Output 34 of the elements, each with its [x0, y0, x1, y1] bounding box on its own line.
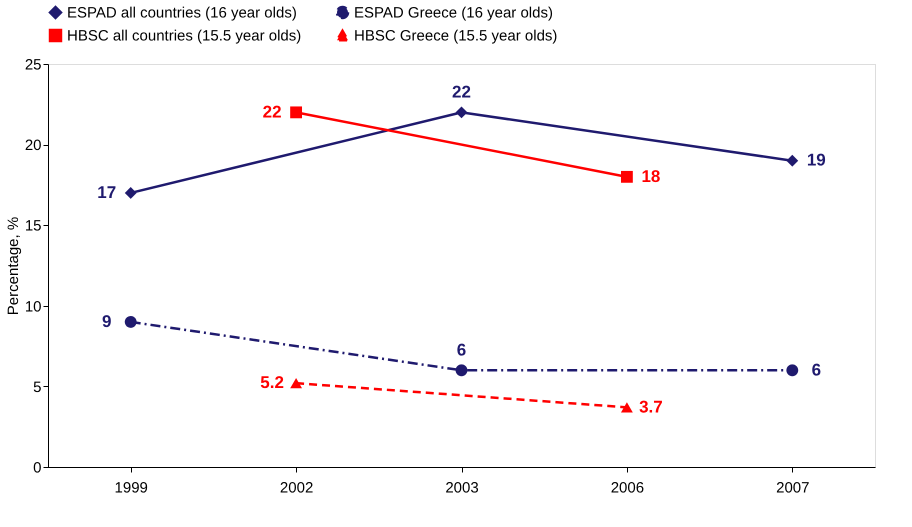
point: [124, 187, 137, 199]
legend-label: ESPAD all countries (16 year olds): [67, 4, 297, 22]
point: [620, 170, 633, 183]
x-tick-label: 2003: [445, 480, 479, 496]
y-tick-label: 20: [24, 137, 42, 154]
data-label: 19: [806, 150, 826, 170]
y-tick-label: 10: [24, 298, 42, 316]
x-tick-label: 2006: [610, 480, 644, 496]
data-label: 17: [97, 182, 116, 202]
legend-label: ESPAD Greece (16 year olds): [354, 4, 553, 22]
y-tick-label: 15: [24, 218, 42, 235]
legend-label: HBSC all countries (15.5 year olds): [67, 28, 302, 44]
data-label: 22: [262, 102, 282, 122]
y-axis-title: Percentage, %: [4, 216, 22, 316]
point: [786, 154, 798, 167]
y-tick-label: 5: [33, 378, 42, 396]
y-tick-label: 25: [24, 56, 42, 74]
y-tick-label: 0: [33, 460, 42, 476]
data-label: 22: [452, 82, 471, 102]
point: [124, 316, 137, 328]
data-label: 6: [812, 360, 822, 380]
x-tick-label: 1999: [114, 480, 148, 496]
legend-label: HBSC Greece (15.5 year olds): [354, 28, 558, 44]
point: [456, 364, 468, 376]
x-tick-label: 2002: [280, 480, 314, 496]
data-label: 5.2: [260, 373, 284, 392]
point: [456, 106, 468, 118]
data-label: 18: [641, 166, 660, 186]
data-label: 6: [456, 340, 466, 360]
x-tick-label: 2007: [776, 480, 810, 496]
point: [290, 106, 302, 118]
data-label: 9: [102, 312, 112, 331]
point: [786, 364, 798, 376]
data-label: 3.7: [639, 397, 663, 416]
